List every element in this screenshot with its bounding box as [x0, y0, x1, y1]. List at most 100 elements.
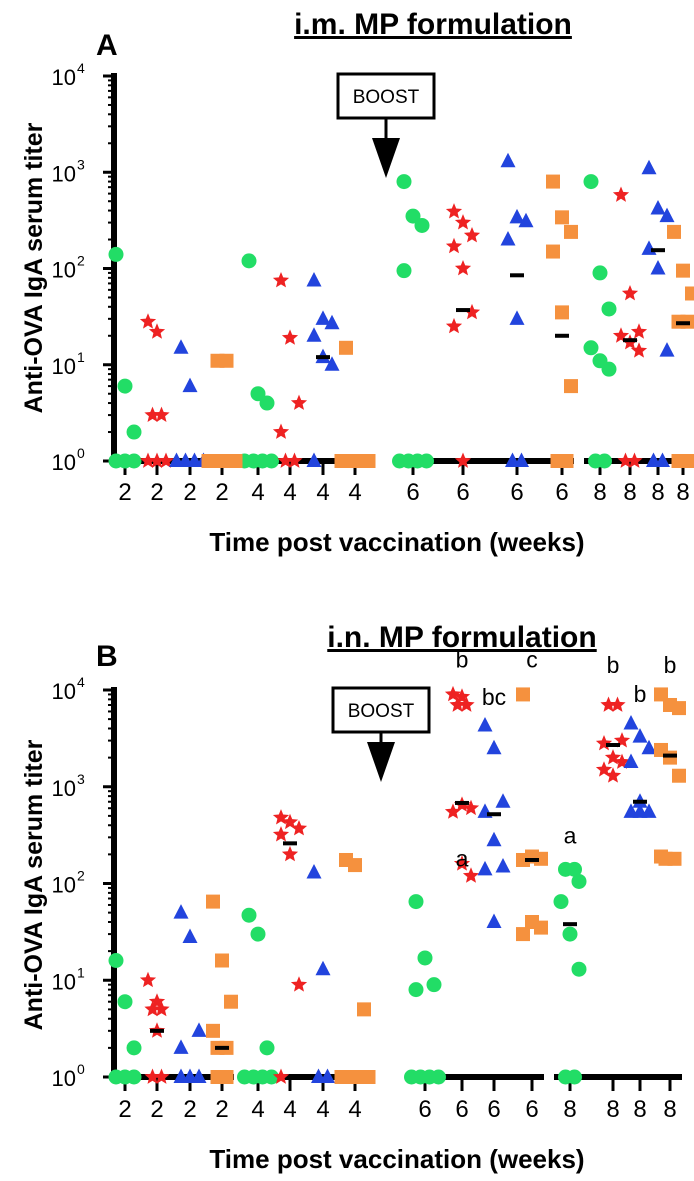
data-point	[534, 851, 548, 866]
data-point	[173, 1039, 189, 1054]
data-point	[667, 851, 682, 866]
x-tick-label: 4	[251, 479, 264, 506]
data-point	[518, 212, 534, 228]
significance-letter: b	[607, 652, 620, 678]
series-circle	[108, 174, 617, 469]
y-tick-exponent: 3	[77, 771, 85, 787]
x-tick-label: 8	[606, 1096, 619, 1123]
y-tick-label: 10	[52, 969, 76, 994]
x-tick-label: 2	[215, 479, 228, 506]
x-axis-label: Time post vaccination (weeks)	[209, 527, 584, 557]
data-point	[272, 272, 290, 288]
data-point	[564, 379, 578, 394]
data-point	[144, 1000, 161, 1017]
data-point	[641, 159, 657, 175]
data-point	[595, 735, 613, 751]
y-tick-label: 10	[52, 679, 76, 704]
data-point	[495, 793, 511, 808]
data-point	[259, 1040, 275, 1056]
data-point	[458, 696, 475, 712]
data-point	[306, 272, 322, 287]
data-point	[408, 982, 424, 998]
data-point	[445, 203, 463, 219]
x-tick-label: 8	[593, 479, 606, 506]
x-tick-label: 6	[525, 1096, 538, 1123]
significance-letter: b	[664, 652, 677, 678]
data-point	[431, 1069, 446, 1085]
boost-annotation: BOOST	[336, 72, 436, 178]
y-tick-label: 10	[52, 258, 76, 283]
data-point	[626, 452, 643, 468]
data-point	[617, 452, 634, 468]
data-point	[264, 1069, 279, 1085]
data-point	[516, 687, 530, 702]
y-axis-label: Anti-OVA IgA serum titer	[20, 122, 48, 413]
data-point	[516, 927, 530, 942]
data-point	[191, 1022, 207, 1037]
data-point	[315, 960, 331, 976]
x-tick-label: 4	[316, 479, 329, 506]
y-tick-exponent: 4	[77, 60, 85, 76]
data-point	[219, 1070, 234, 1084]
series-star	[139, 186, 648, 468]
boost-label: BOOST	[348, 701, 415, 722]
data-point	[408, 894, 424, 910]
significance-letter: c	[526, 647, 538, 673]
x-tick-label: 2	[150, 479, 163, 506]
data-point	[281, 329, 299, 345]
data-point	[224, 994, 238, 1009]
data-point	[191, 1068, 207, 1083]
data-point	[153, 1068, 170, 1084]
boost-annotation: BOOST	[331, 686, 431, 782]
x-tick-label: 4	[316, 1096, 329, 1123]
data-point	[641, 803, 657, 818]
x-tick-label: 6	[406, 479, 419, 506]
x-tick-label: 6	[455, 1096, 468, 1123]
data-point	[148, 323, 166, 339]
data-point	[357, 1002, 371, 1017]
y-tick-label: 10	[52, 776, 76, 801]
data-point	[477, 716, 493, 732]
data-point	[454, 214, 472, 230]
data-point	[206, 1023, 220, 1038]
data-point	[486, 831, 502, 847]
data-point	[272, 826, 290, 842]
data-point	[463, 303, 481, 320]
x-tick-label: 2	[183, 1096, 196, 1123]
data-point	[396, 263, 412, 279]
data-point	[272, 1068, 290, 1084]
data-point	[562, 926, 578, 942]
data-point	[241, 907, 257, 923]
data-point	[595, 761, 613, 777]
boost-arrow-head	[367, 742, 395, 782]
y-tick-exponent: 1	[77, 349, 85, 365]
x-tick-label: 6	[555, 479, 568, 506]
y-tick-exponent: 0	[77, 1061, 85, 1077]
data-point	[623, 715, 639, 730]
data-point	[306, 327, 322, 342]
data-point	[655, 452, 670, 467]
x-tick-label: 6	[418, 1096, 431, 1123]
data-point	[306, 863, 322, 879]
data-point	[641, 240, 657, 255]
data-point	[546, 244, 560, 259]
data-point	[623, 753, 639, 769]
data-point	[126, 424, 142, 440]
data-point	[339, 340, 353, 355]
x-tick-label: 2	[118, 1096, 131, 1123]
data-point	[509, 310, 525, 325]
x-tick-label: 8	[651, 479, 664, 506]
data-point	[672, 701, 686, 716]
x-tick-label: 8	[676, 479, 689, 506]
data-point	[173, 904, 189, 919]
data-point	[426, 977, 442, 993]
data-point	[509, 208, 525, 224]
series-star	[139, 685, 631, 1084]
chart-title: i.n. MP formulation	[327, 621, 596, 654]
significance-letter: a	[564, 822, 577, 848]
data-point	[250, 926, 266, 942]
data-point	[663, 750, 677, 765]
series-square	[201, 174, 694, 468]
data-point	[361, 1070, 376, 1084]
